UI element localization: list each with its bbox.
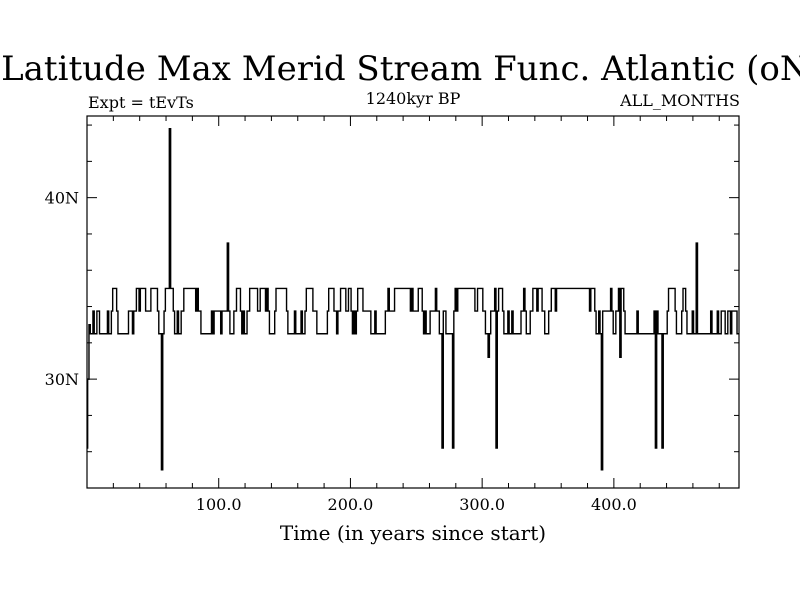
x-tick-label: 100.0 bbox=[196, 495, 242, 514]
x-axis-ticks: 100.0 200.0 300.0 400.0 bbox=[112, 116, 720, 514]
experiment-label: Expt = tEvTs bbox=[88, 93, 194, 112]
x-axis-label: Time (in years since start) bbox=[280, 521, 546, 545]
period-label: 1240kyr BP bbox=[366, 89, 461, 108]
y-axis-ticks: 30N 40N bbox=[45, 124, 739, 489]
x-tick-label: 400.0 bbox=[591, 495, 637, 514]
plot-frame bbox=[86, 115, 740, 489]
series-line bbox=[86, 127, 739, 471]
months-label: ALL_MONTHS bbox=[619, 91, 740, 110]
series-layer bbox=[86, 127, 739, 471]
x-tick-label: 300.0 bbox=[459, 495, 505, 514]
y-tick-label: 30N bbox=[45, 370, 79, 389]
y-tick-label: 40N bbox=[45, 189, 79, 208]
x-tick-label: 200.0 bbox=[328, 495, 374, 514]
chart-title: Latitude Max Merid Stream Func. Atlantic… bbox=[1, 49, 800, 89]
